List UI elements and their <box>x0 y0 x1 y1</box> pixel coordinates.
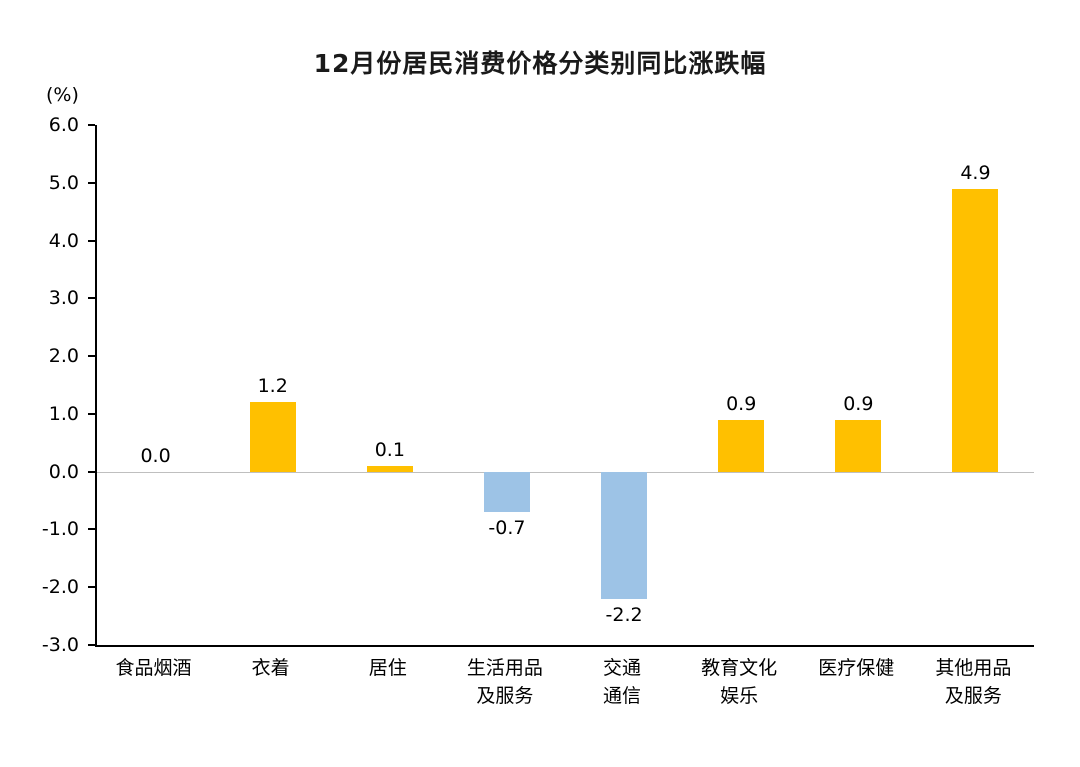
y-tick-label: -2.0 <box>41 576 79 599</box>
x-axis-labels: 食品烟酒 衣着 居住 生活用品 及服务 交通 通信 教育文化 娱乐 医疗保健 其他用品 及服务 <box>95 655 1032 710</box>
bar-value-label: 0.0 <box>140 444 171 467</box>
y-tick-mark <box>88 239 95 242</box>
bar-slot: 0.0 <box>97 125 214 645</box>
y-tick-label: 0.0 <box>48 460 79 483</box>
x-tick-label: 教育文化 娱乐 <box>701 657 778 707</box>
bar-slot: -0.7 <box>448 125 565 645</box>
bar-value-label: 0.1 <box>374 438 405 461</box>
bar-slot: 0.9 <box>800 125 917 645</box>
bar-slot: 1.2 <box>214 125 331 645</box>
x-tick-label: 交通 通信 <box>603 657 642 707</box>
x-tick-label: 其他用品 及服务 <box>935 657 1012 707</box>
y-tick-label: 3.0 <box>48 287 79 310</box>
bar-value-label: 0.9 <box>843 392 874 415</box>
chart-title: 12月份居民消费价格分类别同比涨跌幅 <box>313 49 767 78</box>
y-axis-unit-label: (%) <box>46 84 79 106</box>
bar-slot: 0.9 <box>683 125 800 645</box>
y-tick-mark <box>88 181 95 184</box>
x-tick-label: 居住 <box>368 657 407 679</box>
bar <box>952 188 999 472</box>
y-tick-mark <box>88 644 95 646</box>
y-tick-mark <box>88 470 95 473</box>
y-tick-label: 4.0 <box>48 229 79 252</box>
y-tick-mark <box>88 412 95 415</box>
bar-value-label: 1.2 <box>257 375 288 398</box>
bar <box>835 419 882 472</box>
y-tick-mark <box>88 297 95 300</box>
y-tick-mark <box>88 124 95 126</box>
bar-value-label: 0.9 <box>726 392 757 415</box>
y-tick-mark <box>88 586 95 589</box>
y-tick-label: -3.0 <box>41 634 79 656</box>
y-tick-label: -1.0 <box>41 518 79 541</box>
bar-value-label: -2.2 <box>605 603 643 626</box>
y-axis: 6.0 5.0 4.0 3.0 2.0 1.0 0.0 -1.0 -2.0 -3.0 <box>0 114 95 656</box>
plot-area: 0.0 1.2 0.1 -0.7 -2.2 0.9 0.9 4.9 <box>95 125 1034 647</box>
bar-slot: 0.1 <box>331 125 448 645</box>
bar <box>718 419 765 472</box>
x-tick-label: 医疗保健 <box>818 657 895 679</box>
bar <box>601 471 648 599</box>
bar-value-label: 4.9 <box>960 161 991 184</box>
x-tick-label: 食品烟酒 <box>115 657 192 679</box>
y-tick-label: 6.0 <box>48 114 79 136</box>
bar <box>249 402 296 472</box>
bar <box>483 471 530 513</box>
x-tick-label: 衣着 <box>251 657 290 679</box>
y-tick-mark <box>88 355 95 358</box>
x-tick-label: 生活用品 及服务 <box>466 657 543 707</box>
y-tick-label: 5.0 <box>48 171 79 194</box>
bar-value-label: -0.7 <box>488 517 526 540</box>
bar-slot: -2.2 <box>566 125 683 645</box>
zero-line <box>97 471 1034 473</box>
y-tick-label: 2.0 <box>48 345 79 368</box>
y-tick-mark <box>88 528 95 531</box>
bar-slot: 4.9 <box>917 125 1034 645</box>
bar <box>366 465 413 472</box>
y-tick-label: 1.0 <box>48 402 79 425</box>
